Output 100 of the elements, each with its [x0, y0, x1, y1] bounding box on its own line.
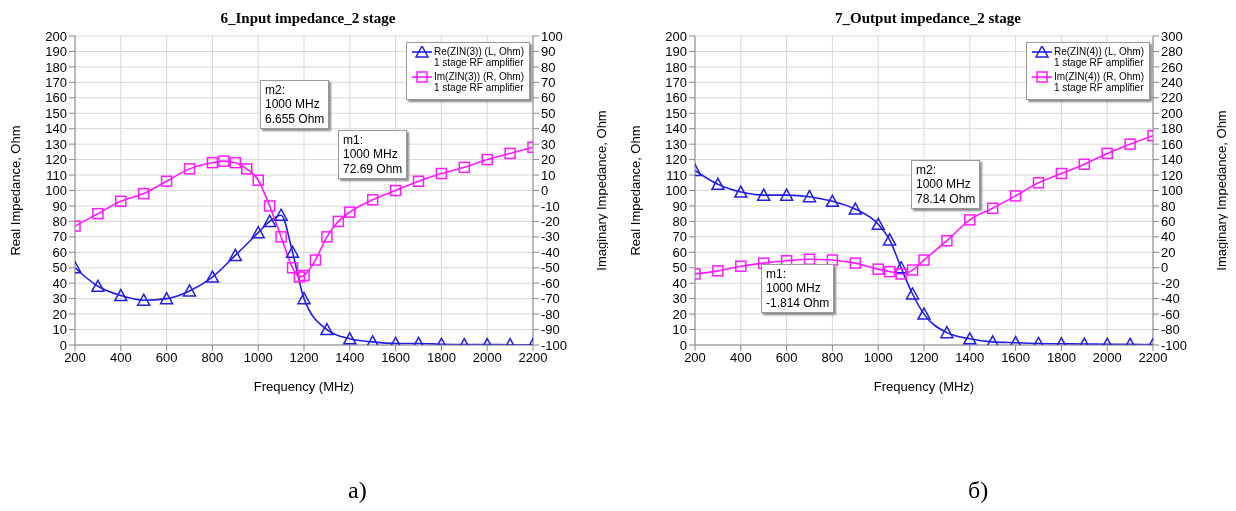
- point: [274, 208, 288, 221]
- annotation: m1: 1000 MHz 72.69 Ohm: [338, 130, 408, 180]
- legend-label: Re(ZIN(4)) (L, Ohm) 1 stage RF amplifier: [1054, 46, 1144, 68]
- x-tick-label: 1200: [289, 350, 319, 366]
- y-axis-title: Real Impedance, Ohm: [7, 125, 23, 256]
- chart-title: 7_Output impedance_2 stage: [834, 10, 1022, 27]
- point: [183, 163, 196, 175]
- y-tick-label: 190: [45, 44, 67, 60]
- point: [779, 188, 794, 201]
- y2-tick-label: -20: [1161, 275, 1180, 291]
- y2-tick-label: -60: [541, 275, 560, 291]
- y2-tick-label: -80: [541, 306, 560, 322]
- x-tick-label: 800: [821, 350, 844, 366]
- point: [92, 207, 104, 220]
- point: [481, 153, 493, 166]
- legend-label: Re(ZIN(3)) (L, Ohm) 1 stage RF amplifier: [434, 46, 524, 68]
- x-tick-label: 2000: [1092, 350, 1122, 366]
- point: [1124, 138, 1136, 150]
- point: [251, 225, 265, 239]
- y-tick-label: 40: [52, 275, 67, 291]
- point: [321, 231, 333, 243]
- point: [1078, 158, 1091, 170]
- point: [849, 257, 862, 269]
- y-tick-label: 0: [679, 337, 687, 353]
- y2-tick-label: -100: [541, 337, 568, 353]
- chart-title: 6_Input impedance_2 stage: [219, 10, 397, 27]
- y-tick-label: 100: [665, 183, 687, 199]
- y2-tick-label: 80: [1161, 198, 1176, 214]
- annotation: m2: 1000 MHz 6.655 Ohm: [260, 80, 330, 130]
- x-tick-label: 1600: [1001, 350, 1031, 366]
- point: [1009, 190, 1022, 202]
- y2-tick-label: 260: [1161, 59, 1183, 75]
- y2-tick-label: 30: [541, 136, 556, 152]
- x-tick-label: 2000: [472, 350, 502, 366]
- y2-tick-label: 180: [1161, 121, 1183, 137]
- point: [917, 307, 931, 320]
- point: [435, 167, 448, 180]
- y2-tick-label: 100: [541, 28, 563, 44]
- y2-tick-label: 280: [1161, 44, 1183, 60]
- y2-tick-label: 60: [1161, 214, 1176, 230]
- y-tick-label: 120: [665, 152, 687, 168]
- y-tick-label: 130: [665, 136, 687, 152]
- point: [91, 279, 105, 293]
- point: [218, 155, 230, 167]
- point: [298, 269, 310, 282]
- point: [872, 263, 884, 275]
- point: [252, 174, 264, 186]
- y2-tick-label: 160: [1161, 136, 1183, 152]
- annotation: m1: 1000 MHz -1.814 Ohm: [761, 264, 835, 314]
- y2-tick-label: -60: [1161, 306, 1180, 322]
- point: [848, 202, 863, 215]
- y-tick-label: 170: [665, 74, 687, 90]
- point: [114, 288, 128, 302]
- point: [986, 202, 999, 215]
- point: [366, 194, 379, 206]
- y2-tick-label: 10: [541, 167, 556, 183]
- y-tick-label: 60: [52, 244, 67, 260]
- y2-tick-label: 200: [1161, 105, 1183, 121]
- y-tick-label: 70: [672, 229, 687, 245]
- x-tick-label: 1200: [909, 350, 939, 366]
- y-tick-label: 190: [665, 44, 687, 60]
- legend-label: Im(ZIN(3)) (R, Ohm) 1 stage RF amplifier: [434, 71, 524, 93]
- point: [293, 271, 306, 283]
- y-tick-label: 10: [52, 322, 67, 338]
- x-tick-label: 1400: [955, 350, 985, 366]
- y-tick-label: 120: [45, 152, 67, 168]
- point: [895, 268, 907, 280]
- x-tick-label: 1000: [863, 350, 893, 366]
- y2-tick-label: 100: [1161, 183, 1183, 199]
- y-tick-label: 20: [52, 306, 67, 322]
- point: [137, 187, 150, 200]
- y-tick-label: 170: [45, 74, 67, 90]
- point: [262, 214, 277, 228]
- y2-tick-label: 20: [541, 152, 556, 168]
- y-tick-label: 90: [672, 198, 687, 214]
- point: [320, 322, 334, 336]
- point: [332, 215, 345, 228]
- y-tick-label: 140: [45, 121, 67, 137]
- point: [1101, 147, 1113, 160]
- y2-tick-label: -40: [541, 244, 560, 260]
- y-tick-label: 90: [52, 198, 67, 214]
- x-tick-label: 1800: [426, 350, 456, 366]
- y2-tick-label: -50: [541, 260, 560, 276]
- point: [941, 234, 953, 247]
- point: [206, 156, 219, 169]
- point: [286, 262, 299, 274]
- point: [309, 254, 322, 266]
- y-tick-label: 20: [672, 306, 687, 322]
- x-tick-label: 600: [775, 350, 798, 366]
- point: [241, 163, 253, 175]
- y2-tick-label: 240: [1161, 74, 1183, 90]
- point: [458, 161, 471, 174]
- x-tick-label: 400: [729, 350, 752, 366]
- annotation: m2: 1000 MHz 78.14 Ohm: [911, 160, 981, 210]
- point: [136, 293, 151, 306]
- point: [344, 206, 356, 218]
- point: [735, 260, 747, 272]
- y2-tick-label: 40: [1161, 229, 1176, 245]
- point: [918, 254, 930, 266]
- point: [906, 264, 919, 276]
